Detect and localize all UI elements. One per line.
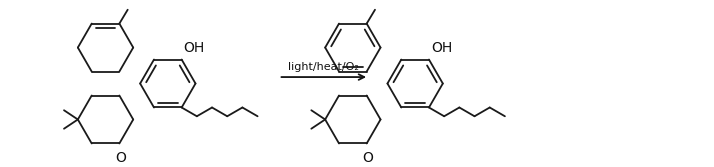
Text: OH: OH (183, 41, 205, 55)
Text: light/heat/O₂: light/heat/O₂ (288, 62, 359, 72)
Text: O: O (362, 151, 373, 165)
Text: OH: OH (431, 41, 452, 55)
Text: O: O (115, 151, 126, 165)
